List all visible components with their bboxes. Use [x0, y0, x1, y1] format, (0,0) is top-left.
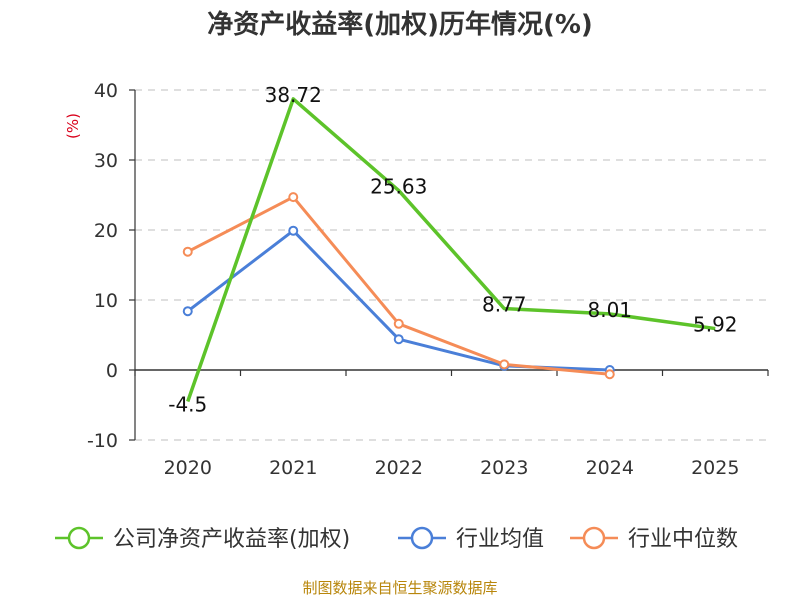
data-point[interactable] [182, 246, 193, 257]
x-tick-label: 2025 [691, 457, 739, 479]
legend-swatch-marker [582, 526, 606, 550]
y-tick-label: 0 [106, 360, 118, 382]
legend-item-1[interactable]: 行业均值 [398, 526, 544, 552]
y-axis-label: (%) [64, 113, 82, 139]
y-tick-label: -10 [87, 430, 118, 452]
data-label: 38.72 [265, 83, 322, 107]
x-tick-label: 2023 [480, 457, 528, 479]
data-point[interactable] [499, 359, 510, 370]
data-label: 8.77 [482, 293, 527, 317]
data-labels: -4.5 38.72 25.63 8.77 8.01 5.92 [168, 83, 737, 417]
data-label: -4.5 [168, 393, 207, 417]
y-tick-label: 40 [94, 80, 118, 102]
data-label: 5.92 [693, 313, 738, 337]
data-source-note: 制图数据来自恒生聚源数据库 [302, 579, 497, 597]
legend[interactable]: 公司净资产收益率(加权) 行业均值 行业中位数 [55, 526, 738, 552]
data-point[interactable] [288, 192, 299, 203]
data-point[interactable] [604, 369, 615, 380]
data-point[interactable] [182, 306, 193, 317]
legend-swatch-marker [410, 526, 434, 550]
series-line-0 [186, 97, 716, 403]
axes: -10 0 10 20 30 40 2020 2021 2022 2023 2024 2025 [87, 80, 769, 479]
y-tick-label: 20 [94, 220, 118, 242]
legend-label: 行业均值 [456, 527, 544, 552]
legend-item-2[interactable]: 行业中位数 [570, 526, 738, 552]
x-tick-label: 2021 [269, 457, 317, 479]
series-lines [182, 97, 716, 403]
data-point[interactable] [393, 318, 404, 329]
x-tick-label: 2024 [586, 457, 634, 479]
x-tick-label: 2022 [375, 457, 423, 479]
data-point[interactable] [393, 334, 404, 345]
data-label: 8.01 [587, 298, 632, 322]
chart-title: 净资产收益率(加权)历年情况(%) [207, 9, 593, 40]
y-tick-label: 10 [94, 290, 118, 312]
data-label: 25.63 [370, 175, 427, 199]
legend-label: 公司净资产收益率(加权) [113, 527, 350, 552]
legend-item-0[interactable]: 公司净资产收益率(加权) [55, 526, 350, 552]
data-point[interactable] [288, 225, 299, 236]
y-tick-label: 30 [94, 150, 118, 172]
x-tick-label: 2020 [164, 457, 212, 479]
legend-label: 行业中位数 [628, 527, 738, 552]
grid-lines [135, 89, 768, 441]
legend-swatch-marker [67, 526, 91, 550]
